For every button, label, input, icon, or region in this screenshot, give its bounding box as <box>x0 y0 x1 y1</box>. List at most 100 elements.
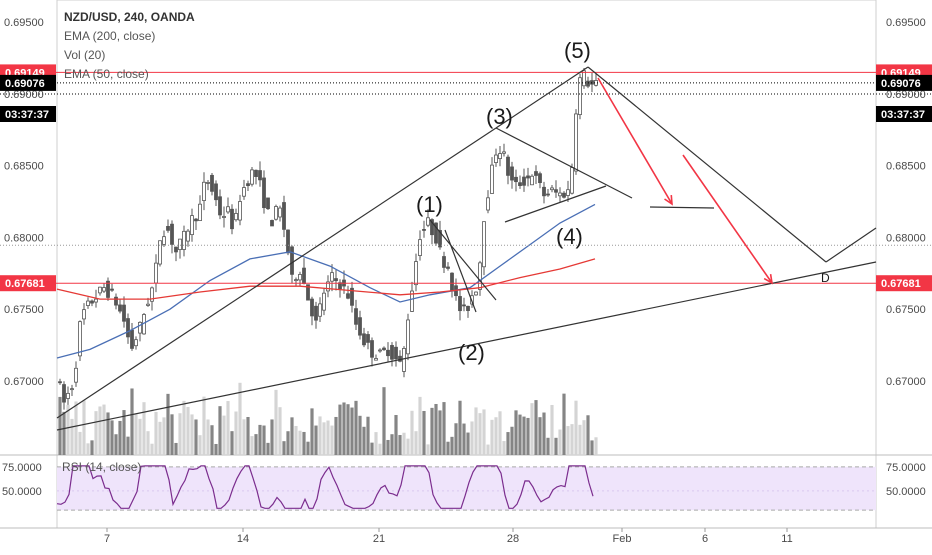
volume-bar <box>302 431 306 455</box>
volume-bar <box>134 414 138 455</box>
trend-line-0[interactable] <box>56 127 497 419</box>
trend-line-2[interactable] <box>587 66 827 263</box>
volume-bar <box>374 432 378 455</box>
price-tag-bg-right-2 <box>876 106 932 122</box>
candle-body <box>370 340 374 358</box>
trend-line-6[interactable] <box>504 185 607 223</box>
price-tick-right-1: 0.69000 <box>886 89 926 101</box>
volume-bar <box>70 418 74 455</box>
candle-body <box>358 317 362 336</box>
red-arrow-2-shaft[interactable] <box>682 154 773 284</box>
volume-bar <box>82 400 86 455</box>
volume-bar <box>230 431 234 455</box>
indicator-ema200[interactable]: EMA (200, close) <box>64 29 155 43</box>
trend-line-1[interactable] <box>495 66 589 129</box>
candle-body <box>258 170 262 181</box>
candle-body <box>106 280 110 298</box>
candle-body <box>326 281 330 292</box>
price-tick-right-0: 0.69500 <box>886 17 926 29</box>
volume-bar <box>258 424 262 455</box>
volume-bar <box>434 403 438 455</box>
volume-bar <box>422 410 426 455</box>
volume-bar <box>590 440 594 455</box>
volume-bar <box>118 420 122 455</box>
trend-line-5[interactable] <box>495 127 633 199</box>
volume-bar <box>522 416 526 455</box>
price-tag-right-2: 03:37:37 <box>881 109 925 121</box>
volume-bar <box>362 426 366 455</box>
red-arrow-1-shaft[interactable] <box>597 77 673 205</box>
volume-bar <box>342 402 346 455</box>
volume-bar <box>514 410 518 455</box>
candle-body <box>514 176 518 183</box>
rsi-legend[interactable]: RSI (14, close) <box>62 460 141 474</box>
candle-body <box>226 206 230 213</box>
indicator-ema50[interactable]: EMA (50, close) <box>64 67 149 81</box>
volume-bar <box>130 388 134 455</box>
candle-body <box>234 213 238 221</box>
candle-body <box>438 230 442 248</box>
volume-bar <box>414 431 418 455</box>
price-tick-right-3: 0.68000 <box>886 232 926 244</box>
volume-bar <box>582 420 586 455</box>
volume-bar <box>162 417 166 455</box>
trend-line-4[interactable] <box>56 261 877 431</box>
candle-body <box>510 166 514 181</box>
volume-bar <box>214 443 218 455</box>
candle-body <box>70 388 74 391</box>
candle-body <box>386 349 390 357</box>
volume-bar <box>442 402 446 455</box>
volume-bar <box>570 424 574 455</box>
volume-bar <box>370 442 374 455</box>
red-arrow-2-head <box>763 273 774 285</box>
candle-body <box>114 296 118 306</box>
volume-bar <box>538 417 542 455</box>
candle-body <box>242 187 246 197</box>
candle-body <box>446 266 450 269</box>
candle-body <box>94 298 98 303</box>
volume-bar <box>318 416 322 455</box>
volume-bar <box>574 400 578 455</box>
time-tick-0: 7 <box>104 533 110 545</box>
candle-body <box>574 113 578 172</box>
candle-body <box>418 239 422 256</box>
trend-line-9[interactable] <box>649 206 715 209</box>
volume-bar <box>174 442 178 455</box>
indicator-volume[interactable]: Vol (20) <box>64 48 105 62</box>
candle-body <box>518 182 522 187</box>
candle-body <box>230 208 234 230</box>
volume-bar <box>350 407 354 455</box>
volume-bar <box>278 407 282 455</box>
volume-bar <box>358 415 362 455</box>
volume-bar <box>234 411 238 455</box>
trend-line-8[interactable] <box>444 229 477 313</box>
volume-bar <box>98 406 102 455</box>
volume-bar <box>466 432 470 455</box>
candle-body <box>542 186 546 197</box>
volume-bar <box>226 401 230 455</box>
price-tag-right-1: 0.69076 <box>881 78 921 90</box>
candle-body <box>58 381 62 384</box>
trend-line-3[interactable] <box>825 227 877 263</box>
volume-bar <box>586 415 590 455</box>
volume-bar <box>262 425 266 455</box>
volume-bar <box>334 416 338 455</box>
candle-body <box>550 187 554 191</box>
trend-line-7[interactable] <box>429 219 497 301</box>
volume-bar <box>594 437 598 455</box>
price-tick-left-1: 0.69000 <box>4 89 44 101</box>
candle-body <box>402 348 406 372</box>
volume-bar <box>238 382 242 455</box>
volume-bar <box>58 396 62 455</box>
volume-bar <box>470 421 474 455</box>
volume-bar <box>170 414 174 455</box>
candle-body <box>82 309 86 320</box>
rsi-tick-left-1: 50.0000 <box>2 486 42 498</box>
candle-body <box>546 193 550 196</box>
volume-bar <box>518 414 522 455</box>
volume-bar <box>390 434 394 455</box>
candle-body <box>354 308 358 325</box>
candle-body <box>478 262 482 290</box>
